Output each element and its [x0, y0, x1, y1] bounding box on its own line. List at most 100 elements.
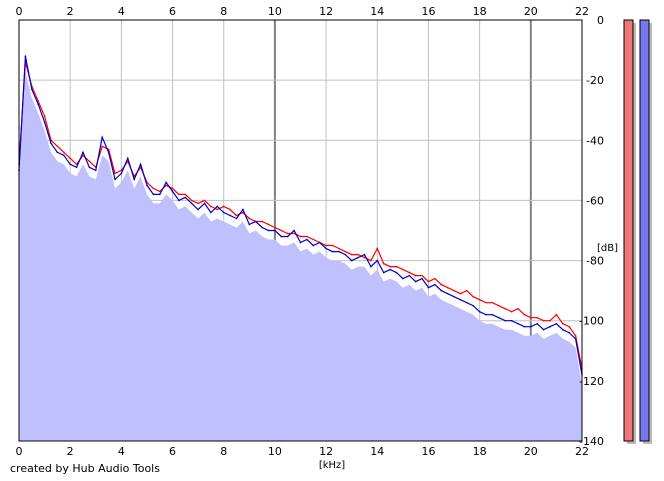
data-point — [370, 259, 372, 262]
data-point — [574, 334, 577, 337]
y-tick-label: -20 — [586, 74, 604, 87]
data-point — [114, 178, 116, 181]
y-tick-label: -80 — [586, 255, 604, 268]
data-point — [312, 238, 315, 241]
data-point — [408, 274, 411, 277]
y-tick-labels: 0 -20 -40 -60 -80 -100 -120 -140 — [579, 14, 604, 448]
data-point — [485, 313, 487, 316]
data-point — [325, 247, 327, 250]
data-point — [434, 283, 436, 286]
x-tick-label-bottom: 12 — [319, 445, 333, 458]
data-point — [190, 202, 193, 205]
x-axis-label: [kHz] — [319, 460, 345, 471]
data-point — [421, 277, 423, 280]
x-tick-label-bottom: 22 — [575, 445, 589, 458]
spectrum-area — [19, 71, 582, 441]
data-point — [389, 265, 391, 268]
data-point — [120, 169, 123, 172]
data-point — [517, 307, 519, 310]
data-point — [152, 187, 155, 190]
data-point — [82, 151, 84, 154]
data-point — [453, 295, 455, 298]
data-point — [344, 253, 347, 256]
y-axis-label: [dB] — [597, 243, 618, 254]
data-point — [350, 253, 353, 256]
data-point — [69, 163, 71, 166]
data-point — [389, 268, 391, 271]
data-point — [498, 304, 500, 307]
data-point — [171, 187, 174, 190]
data-point — [542, 328, 545, 331]
data-point — [101, 145, 103, 148]
data-point — [504, 307, 507, 310]
data-point — [549, 325, 551, 328]
data-point — [210, 211, 212, 214]
data-point — [69, 157, 71, 160]
x-tick-label-top: 10 — [268, 5, 282, 18]
data-point — [75, 166, 78, 169]
data-point — [555, 313, 558, 316]
data-point — [331, 250, 334, 253]
level-meter-left — [623, 19, 634, 442]
data-point — [536, 322, 539, 325]
data-point — [363, 253, 366, 256]
data-point — [43, 121, 46, 124]
data-point — [395, 271, 398, 274]
data-point — [395, 265, 398, 268]
data-point — [446, 286, 449, 289]
data-point — [280, 229, 283, 232]
data-point — [338, 250, 340, 253]
data-point — [510, 319, 513, 322]
x-tick-label-top: 12 — [319, 5, 333, 18]
x-tick-label-top: 20 — [524, 5, 538, 18]
x-tick-label-top: 16 — [421, 5, 435, 18]
x-tick-label-bottom: 2 — [67, 445, 74, 458]
data-point — [216, 205, 219, 208]
data-point — [165, 181, 167, 184]
data-point — [242, 211, 244, 214]
data-point — [229, 208, 231, 211]
data-point — [382, 271, 385, 274]
data-point — [82, 154, 84, 157]
data-point — [357, 256, 359, 259]
data-point — [325, 244, 327, 247]
x-tick-label-bottom: 0 — [16, 445, 23, 458]
data-point — [101, 136, 103, 139]
data-point — [421, 274, 423, 277]
data-point — [517, 322, 519, 325]
y-tick-label: -140 — [579, 435, 604, 448]
data-point — [222, 211, 225, 214]
data-point — [370, 265, 372, 268]
data-point — [510, 310, 513, 313]
level-meter-right — [639, 19, 650, 442]
data-point — [472, 295, 475, 298]
data-point — [357, 253, 359, 256]
data-point — [440, 283, 443, 286]
data-point — [299, 235, 302, 238]
data-point — [376, 259, 379, 262]
data-point — [350, 259, 353, 262]
data-point — [274, 226, 276, 229]
data-point — [498, 316, 500, 319]
data-point — [197, 208, 199, 211]
credit-text: created by Hub Audio Tools — [10, 462, 160, 475]
data-point — [466, 301, 468, 304]
x-tick-labels-top: 0 2 4 6 8 10 12 14 16 18 20 22 — [16, 5, 590, 18]
data-point — [530, 325, 532, 328]
data-point — [530, 316, 532, 319]
data-point — [568, 325, 571, 328]
data-point — [299, 241, 302, 244]
x-tick-label-top: 2 — [67, 5, 74, 18]
data-point — [318, 241, 321, 244]
data-point — [158, 190, 161, 193]
data-point — [274, 229, 276, 232]
data-point — [344, 250, 347, 253]
x-tick-label-bottom: 18 — [473, 445, 487, 458]
y-tick-label: -120 — [579, 375, 604, 388]
data-point — [440, 289, 443, 292]
data-point — [363, 256, 366, 259]
data-point — [88, 160, 91, 163]
spectrum-fill — [19, 71, 582, 441]
data-point — [88, 166, 91, 169]
x-tick-labels-bottom: 0 2 4 6 8 10 12 14 16 18 20 22 — [16, 445, 590, 458]
